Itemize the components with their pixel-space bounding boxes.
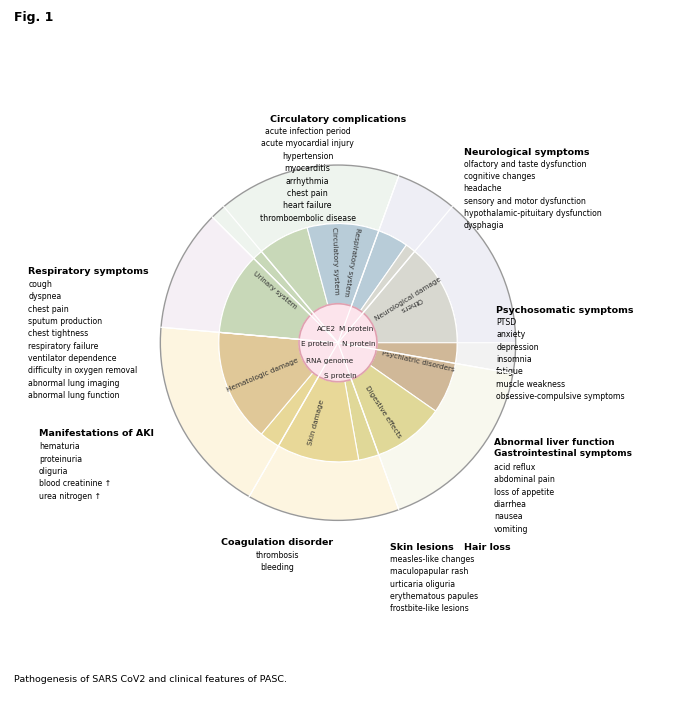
Text: loss of appetite: loss of appetite: [494, 488, 554, 497]
Text: N protein: N protein: [342, 341, 375, 347]
Text: abnormal lung imaging: abnormal lung imaging: [28, 378, 120, 388]
Text: Circulatory system: Circulatory system: [331, 226, 339, 294]
Text: muscle weakness: muscle weakness: [496, 380, 565, 388]
Text: Neurological symptoms: Neurological symptoms: [464, 148, 589, 157]
Text: hypertension: hypertension: [282, 152, 333, 161]
Wedge shape: [262, 373, 359, 462]
Text: Psychosomatic symptoms: Psychosomatic symptoms: [496, 306, 633, 315]
Text: chest tightness: chest tightness: [28, 329, 89, 338]
Text: chest pain: chest pain: [28, 305, 69, 313]
Text: olfactory and taste dysfunction: olfactory and taste dysfunction: [464, 160, 586, 169]
Text: Digestive effects: Digestive effects: [364, 385, 402, 439]
Text: myocarditis: myocarditis: [285, 164, 331, 174]
Text: PTSD: PTSD: [496, 318, 516, 327]
Text: chest pain: chest pain: [287, 189, 328, 198]
Text: acid reflux: acid reflux: [494, 463, 535, 472]
Text: Respiratory system: Respiratory system: [343, 227, 361, 296]
Text: Urinary system: Urinary system: [252, 270, 298, 310]
Wedge shape: [212, 165, 399, 258]
Wedge shape: [307, 223, 406, 311]
Wedge shape: [249, 446, 399, 521]
Text: nausea: nausea: [494, 513, 523, 521]
Text: vomiting: vomiting: [494, 525, 529, 534]
Text: fatigue: fatigue: [496, 367, 524, 376]
Text: hematuria: hematuria: [39, 443, 80, 451]
Text: acute infection period: acute infection period: [265, 127, 351, 136]
Wedge shape: [160, 327, 279, 496]
Text: oliguria: oliguria: [39, 467, 68, 476]
Text: urea nitrogen ↑: urea nitrogen ↑: [39, 492, 101, 501]
Text: anxiety: anxiety: [496, 330, 525, 339]
Text: headache: headache: [464, 184, 502, 193]
Text: respiratory failure: respiratory failure: [28, 341, 99, 351]
Text: Circulatory complications: Circulatory complications: [270, 115, 406, 124]
Text: Hair loss: Hair loss: [464, 543, 510, 552]
Wedge shape: [219, 228, 328, 339]
Text: Neurological damage: Neurological damage: [374, 276, 442, 322]
Text: obsessive-compulsive symptoms: obsessive-compulsive symptoms: [496, 392, 625, 401]
Text: Respiratory symptoms: Respiratory symptoms: [28, 267, 149, 276]
Text: Manifestations of AKI: Manifestations of AKI: [39, 429, 154, 438]
Text: difficulty in oxygen removal: difficulty in oxygen removal: [28, 366, 137, 376]
Text: ventilator dependence: ventilator dependence: [28, 354, 117, 363]
Wedge shape: [224, 165, 452, 251]
Text: frostbite-like lesions: frostbite-like lesions: [390, 605, 468, 613]
Text: bleeding: bleeding: [260, 563, 294, 572]
Text: Pathogenesis of SARS CoV2 and clinical features of PASC.: Pathogenesis of SARS CoV2 and clinical f…: [14, 675, 287, 684]
Text: Hematologic damage: Hematologic damage: [225, 357, 299, 393]
Wedge shape: [219, 332, 313, 434]
Text: hypothalamic-pituitary dysfunction: hypothalamic-pituitary dysfunction: [464, 209, 602, 218]
Wedge shape: [370, 322, 457, 411]
Wedge shape: [414, 206, 516, 373]
Circle shape: [299, 303, 377, 382]
Text: RNA genome: RNA genome: [306, 358, 353, 364]
Wedge shape: [262, 223, 406, 313]
Text: S protein: S protein: [324, 373, 356, 379]
Text: cognitive changes: cognitive changes: [464, 172, 535, 181]
Text: proteinuria: proteinuria: [39, 455, 82, 463]
Text: M protein: M protein: [339, 326, 374, 331]
Text: Others: Others: [399, 296, 422, 313]
Text: cough: cough: [28, 280, 52, 289]
Text: E protein: E protein: [301, 341, 334, 347]
Wedge shape: [345, 365, 435, 460]
Text: thrombosis: thrombosis: [256, 550, 299, 560]
Wedge shape: [161, 217, 254, 332]
Text: Psychiatric disorders: Psychiatric disorders: [381, 350, 456, 373]
Text: Abnormal liver function: Abnormal liver function: [494, 438, 614, 447]
Text: urticaria oliguria: urticaria oliguria: [390, 580, 455, 589]
Text: ACE2: ACE2: [316, 326, 336, 331]
Wedge shape: [360, 245, 457, 343]
Text: maculopapular rash: maculopapular rash: [390, 568, 468, 576]
Text: insomnia: insomnia: [496, 355, 532, 364]
Text: measles-like changes: measles-like changes: [390, 555, 475, 564]
Text: dyspnea: dyspnea: [28, 292, 62, 301]
Text: abdominal pain: abdominal pain: [494, 476, 555, 484]
Text: dysphagia: dysphagia: [464, 221, 504, 231]
Text: Gastrointestinal symptoms: Gastrointestinal symptoms: [494, 449, 632, 458]
Text: arrhythmia: arrhythmia: [286, 176, 329, 186]
Text: Coagulation disorder: Coagulation disorder: [221, 538, 333, 547]
Wedge shape: [360, 245, 456, 336]
Text: blood creatinine ↑: blood creatinine ↑: [39, 479, 112, 488]
Text: acute myocardial injury: acute myocardial injury: [261, 139, 354, 149]
Wedge shape: [379, 363, 513, 510]
Text: thromboembolic disease: thromboembolic disease: [260, 213, 356, 223]
Text: Skin damage: Skin damage: [308, 398, 326, 446]
Text: Skin lesions: Skin lesions: [390, 543, 454, 552]
Text: sensory and motor dysfunction: sensory and motor dysfunction: [464, 196, 585, 206]
Text: sputum production: sputum production: [28, 317, 102, 326]
Wedge shape: [379, 176, 516, 343]
Text: heart failure: heart failure: [283, 201, 332, 210]
Text: depression: depression: [496, 343, 539, 351]
Text: Fig. 1: Fig. 1: [14, 11, 53, 24]
Text: diarrhea: diarrhea: [494, 500, 527, 509]
Text: erythematous papules: erythematous papules: [390, 592, 478, 601]
Text: abnormal lung function: abnormal lung function: [28, 391, 120, 400]
